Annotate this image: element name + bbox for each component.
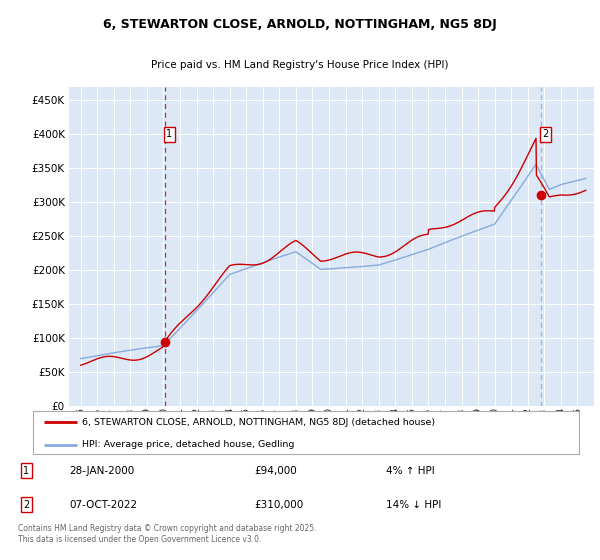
Text: 28-JAN-2000: 28-JAN-2000 bbox=[70, 466, 135, 476]
Text: 2: 2 bbox=[542, 129, 548, 139]
FancyBboxPatch shape bbox=[33, 410, 578, 455]
Text: 6, STEWARTON CLOSE, ARNOLD, NOTTINGHAM, NG5 8DJ (detached house): 6, STEWARTON CLOSE, ARNOLD, NOTTINGHAM, … bbox=[82, 418, 436, 427]
Text: 1: 1 bbox=[166, 129, 172, 139]
Text: 2: 2 bbox=[23, 500, 29, 510]
Text: 6, STEWARTON CLOSE, ARNOLD, NOTTINGHAM, NG5 8DJ: 6, STEWARTON CLOSE, ARNOLD, NOTTINGHAM, … bbox=[103, 18, 497, 31]
Text: 1: 1 bbox=[23, 466, 29, 476]
Text: 4% ↑ HPI: 4% ↑ HPI bbox=[386, 466, 435, 476]
Text: 14% ↓ HPI: 14% ↓ HPI bbox=[386, 500, 442, 510]
Text: 07-OCT-2022: 07-OCT-2022 bbox=[70, 500, 138, 510]
Text: Price paid vs. HM Land Registry's House Price Index (HPI): Price paid vs. HM Land Registry's House … bbox=[151, 60, 449, 70]
Text: Contains HM Land Registry data © Crown copyright and database right 2025.
This d: Contains HM Land Registry data © Crown c… bbox=[18, 524, 316, 544]
Text: £94,000: £94,000 bbox=[254, 466, 296, 476]
Text: £310,000: £310,000 bbox=[254, 500, 303, 510]
Text: HPI: Average price, detached house, Gedling: HPI: Average price, detached house, Gedl… bbox=[82, 440, 295, 449]
